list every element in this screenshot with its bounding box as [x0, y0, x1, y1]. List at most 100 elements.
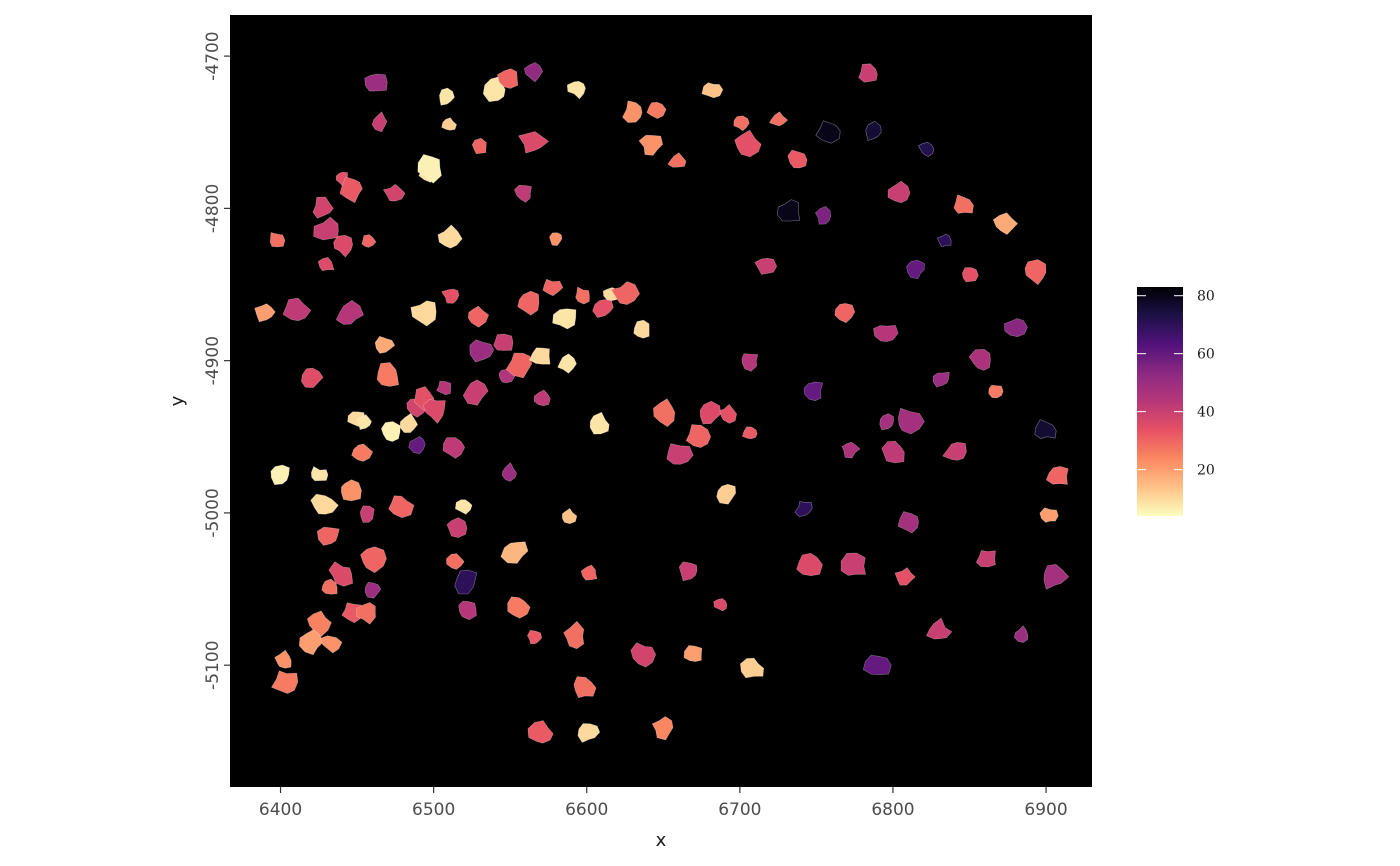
cell-polygon — [527, 720, 554, 744]
cell-polygon — [364, 73, 388, 92]
cell-polygon — [685, 424, 711, 448]
cell-polygon — [894, 567, 916, 586]
cell-polygon — [436, 380, 451, 396]
cell-polygon — [271, 670, 299, 694]
cell-polygon — [815, 120, 841, 144]
cell-polygon — [865, 121, 882, 141]
cell-polygon — [678, 561, 698, 582]
cell-polygon — [360, 546, 387, 574]
cell-polygon — [897, 511, 919, 534]
cell-polygon — [611, 281, 640, 305]
cell-polygon — [439, 87, 455, 106]
cell-polygon — [1046, 466, 1069, 485]
y-tick-label: -4700 — [203, 31, 223, 80]
cell-polygon — [589, 411, 610, 435]
cell-polygon — [841, 441, 861, 459]
cell-polygon — [742, 426, 758, 439]
cell-polygon — [638, 135, 663, 156]
cell-polygon — [932, 371, 950, 388]
cell-polygon — [437, 224, 463, 249]
cell-polygon — [339, 176, 363, 203]
cell-polygon — [863, 654, 892, 675]
cell-polygon — [1013, 625, 1028, 643]
cell-polygon — [299, 629, 324, 656]
cell-polygon — [976, 550, 996, 568]
cell-polygon — [566, 81, 586, 100]
cell-polygon — [442, 437, 465, 459]
cell-polygon — [317, 257, 335, 271]
cell-polygon — [815, 206, 832, 225]
cell-polygon — [794, 501, 813, 517]
cell-polygon — [552, 308, 577, 330]
x-tick-label: 6900 — [1024, 800, 1067, 820]
cell-polygon — [527, 629, 542, 645]
cell-polygon — [514, 185, 532, 203]
cell-polygon — [787, 149, 808, 169]
cell-polygon — [733, 115, 750, 132]
cell-polygon — [580, 564, 598, 581]
cell-polygon — [769, 111, 788, 127]
cell-polygon — [834, 303, 856, 324]
cell-polygon — [501, 462, 517, 482]
cell-polygon — [307, 610, 332, 637]
y-axis: -4700 -4800 -4900 -5000 -5100 — [203, 31, 230, 690]
cell-polygon — [446, 517, 468, 538]
cell-polygon — [1024, 259, 1047, 285]
cell-polygons — [254, 62, 1070, 744]
x-tick-label: 6400 — [259, 800, 302, 820]
cell-polygon — [575, 286, 590, 305]
cell-polygon — [529, 347, 551, 365]
cell-polygon — [840, 552, 866, 576]
cell-polygon — [858, 63, 878, 83]
cell-polygon — [408, 436, 426, 454]
cell-polygon — [988, 384, 1004, 399]
cell-polygon — [455, 499, 473, 515]
colorbar-legend: 20 40 60 80 — [1137, 287, 1215, 516]
cell-polygon — [557, 353, 577, 374]
cell-polygon — [254, 303, 276, 323]
cell-polygon — [633, 319, 650, 339]
cell-polygon — [926, 617, 953, 640]
cell-polygon — [374, 336, 395, 354]
cell-polygon — [493, 333, 514, 351]
cell-polygon — [1043, 564, 1070, 590]
cell-polygon — [317, 526, 340, 546]
cell-polygon — [282, 297, 312, 322]
cell-polygon — [360, 505, 375, 523]
cell-polygon — [879, 413, 894, 431]
cell-polygon — [497, 68, 519, 89]
cell-polygon — [320, 635, 343, 654]
cell-polygon — [454, 569, 478, 595]
cell-polygon — [410, 300, 437, 327]
y-axis-title: y — [167, 395, 188, 406]
y-tick-label: -4800 — [203, 184, 223, 233]
cell-polygon — [469, 339, 494, 363]
cell-polygon — [573, 676, 597, 698]
cell-polygon — [441, 288, 460, 304]
cell-polygon — [898, 407, 925, 435]
cell-polygon — [653, 398, 676, 427]
cell-polygon — [500, 541, 529, 564]
cell-polygon — [507, 596, 531, 619]
colorbar-ticks: 20 40 60 80 — [1137, 289, 1215, 479]
cell-polygon — [734, 129, 762, 158]
cell-polygon — [666, 443, 694, 465]
cell-polygon — [953, 194, 974, 214]
colorbar-tick-label: 20 — [1197, 463, 1215, 479]
cell-polygon — [341, 479, 362, 502]
cell-polygon — [311, 466, 329, 482]
colorbar-tick-label: 40 — [1197, 405, 1215, 421]
cell-polygon — [270, 464, 290, 486]
cell-polygon — [505, 352, 533, 379]
cell-polygon — [422, 399, 446, 424]
cell-polygon — [918, 141, 935, 157]
cell-polygon — [968, 349, 991, 371]
colorbar — [1137, 287, 1183, 516]
cell-polygon — [962, 267, 979, 283]
cell-polygon — [534, 389, 551, 406]
cell-polygon — [328, 561, 353, 587]
cell-polygon — [471, 137, 487, 154]
cell-polygon — [301, 367, 324, 388]
y-tick-label: -5000 — [203, 488, 223, 537]
plot-panel — [230, 15, 1092, 787]
